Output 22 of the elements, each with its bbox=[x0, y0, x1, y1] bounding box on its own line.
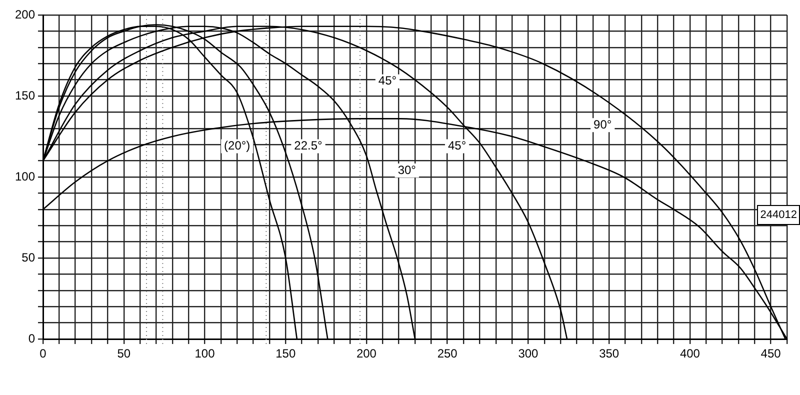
y-tick-label: 50 bbox=[22, 250, 36, 264]
x-tick-label: 350 bbox=[599, 346, 620, 361]
annotation: 45° bbox=[448, 138, 466, 153]
x-tick-label: 300 bbox=[518, 346, 539, 361]
x-tick-label: 400 bbox=[680, 346, 700, 361]
annotation: 244012 bbox=[757, 205, 800, 225]
x-tick-label: 450 bbox=[760, 346, 782, 361]
y-tick-label: 150 bbox=[14, 88, 36, 102]
y-tick-label: 200 bbox=[14, 7, 36, 22]
annotation: (20°) bbox=[224, 138, 250, 153]
annotation: 30° bbox=[398, 162, 416, 177]
annotation: 90° bbox=[594, 117, 612, 132]
x-tick-label: 200 bbox=[356, 346, 377, 361]
annotation: 45° bbox=[378, 74, 397, 88]
x-tick-label: 250 bbox=[437, 346, 458, 361]
x-tick-label: 50 bbox=[117, 346, 131, 361]
x-tick-label: 100 bbox=[194, 346, 216, 361]
x-tick-label: 0 bbox=[40, 346, 47, 361]
y-tick-label: 0 bbox=[28, 331, 36, 346]
annotation: 22.5° bbox=[294, 138, 323, 153]
y-tick-label: 100 bbox=[14, 169, 36, 184]
x-tick-label: 150 bbox=[276, 346, 296, 361]
